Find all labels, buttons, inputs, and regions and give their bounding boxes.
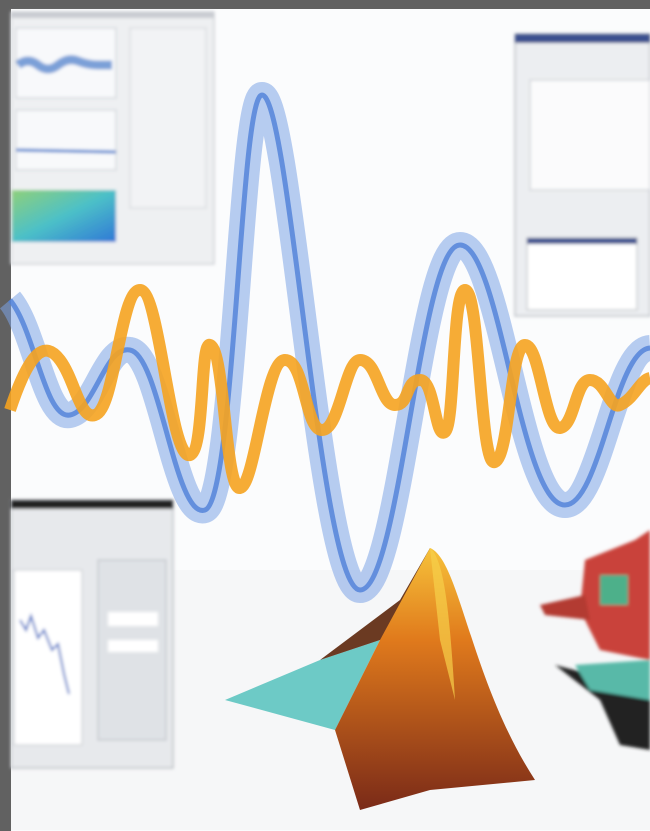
window-top-left: [10, 11, 215, 265]
blue-wave-core: [8, 92, 650, 593]
window-bottom-left: [10, 499, 174, 769]
orange-wave: [4, 283, 650, 494]
window-top-right: [514, 33, 650, 317]
volume-plot: [540, 530, 650, 750]
surface-plot: [225, 548, 535, 810]
